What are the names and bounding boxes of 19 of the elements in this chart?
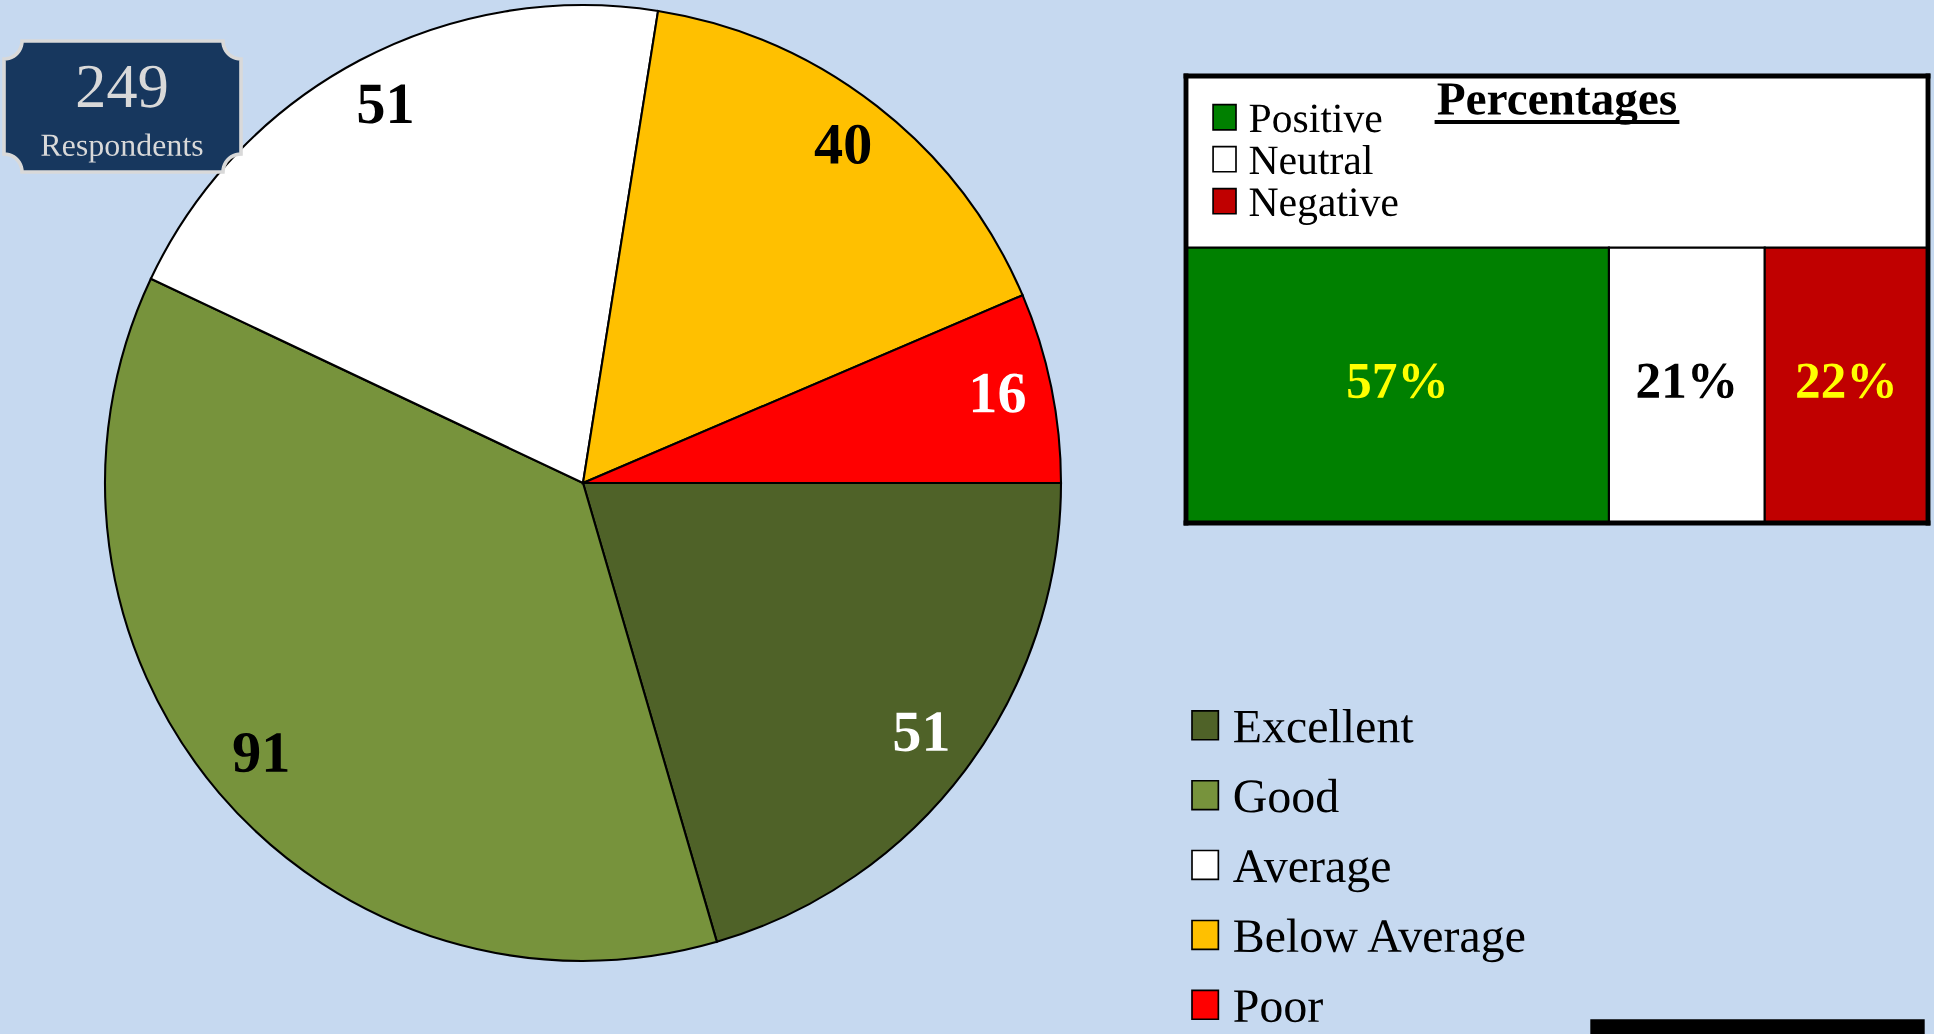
text: 249 bbox=[77, 65, 167, 108]
legend-label: Good bbox=[1234, 778, 1339, 813]
data-label: 51 bbox=[358, 84, 412, 124]
data-label: 21% bbox=[1637, 363, 1734, 399]
data-label: 16 bbox=[972, 373, 1025, 413]
legend-label: Neutral bbox=[1249, 145, 1373, 175]
legend-label: Excellent bbox=[1234, 709, 1414, 743]
data-label: 22% bbox=[1797, 363, 1893, 399]
legend-label: Negative bbox=[1249, 188, 1398, 225]
data-label: 51 bbox=[894, 712, 948, 752]
legend-label: Below Average bbox=[1234, 918, 1525, 963]
legend-label: Poor bbox=[1234, 990, 1323, 1023]
legend-label: Positive bbox=[1249, 104, 1382, 133]
text: Respondents bbox=[41, 133, 203, 163]
legend-label: Average bbox=[1233, 850, 1390, 893]
data-label: 57% bbox=[1348, 363, 1445, 399]
data-label: 40 bbox=[814, 124, 871, 165]
data-label: 91 bbox=[233, 733, 288, 773]
chart-title: Percentages bbox=[1437, 83, 1677, 125]
